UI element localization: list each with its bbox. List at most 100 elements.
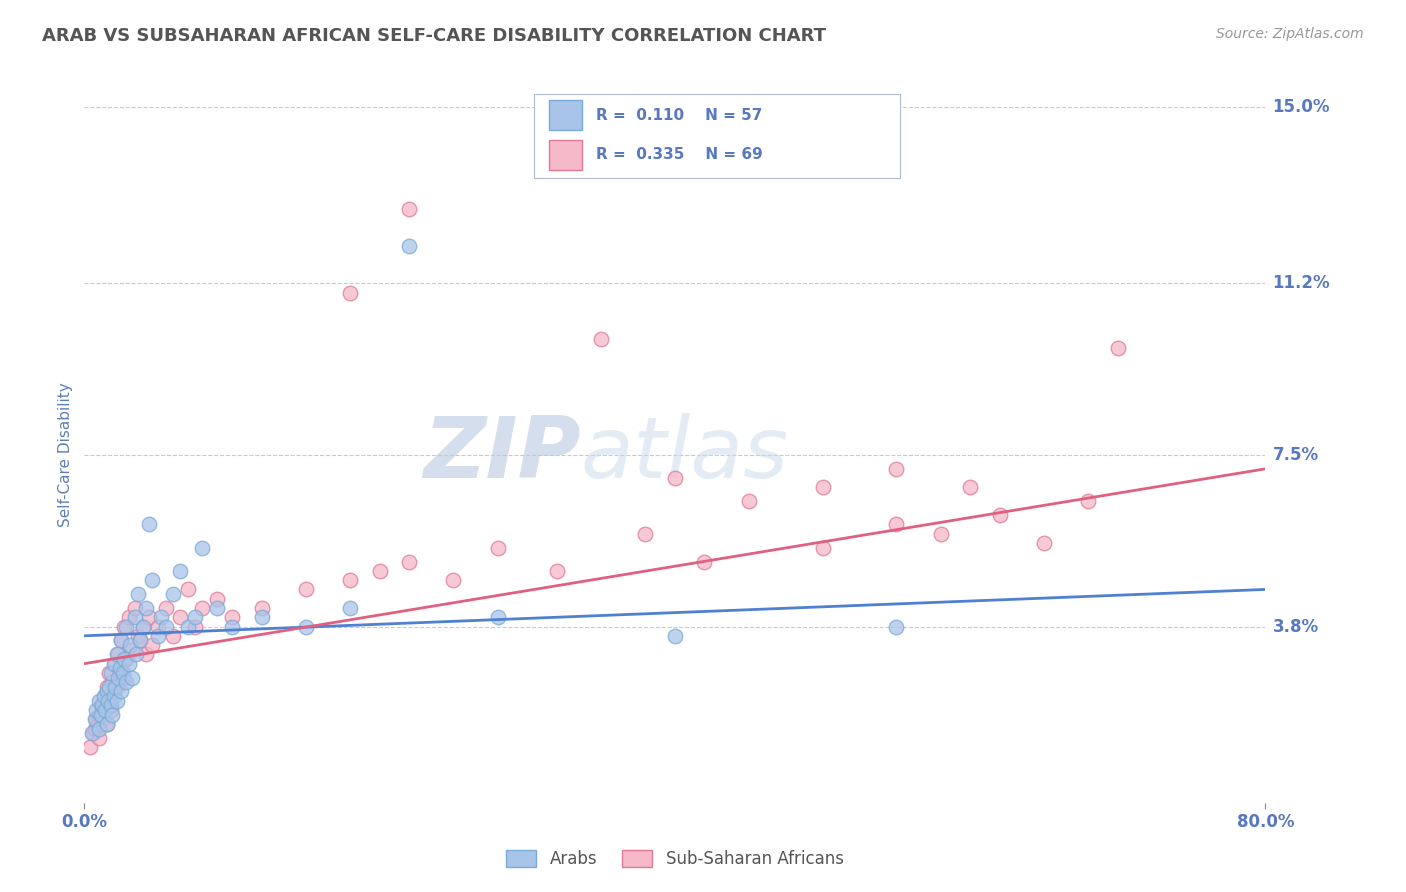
Point — [811, 541, 834, 555]
Point — [90, 698, 112, 713]
Point — [118, 657, 141, 671]
Point — [108, 661, 131, 675]
Text: 15.0%: 15.0% — [1272, 98, 1330, 116]
Point — [87, 707, 111, 722]
Point — [107, 671, 129, 685]
Point — [169, 610, 191, 624]
Point — [221, 619, 243, 633]
Point — [664, 471, 686, 485]
Point — [105, 694, 128, 708]
Point — [738, 494, 761, 508]
Point — [339, 601, 361, 615]
Point — [121, 642, 143, 657]
Point — [368, 564, 391, 578]
Point — [125, 648, 148, 662]
Point — [138, 610, 160, 624]
Point — [205, 601, 228, 615]
Point — [110, 633, 132, 648]
Point — [177, 582, 200, 597]
Point — [811, 480, 834, 494]
Text: R =  0.110    N = 57: R = 0.110 N = 57 — [596, 108, 763, 123]
Point — [103, 684, 125, 698]
Point — [98, 680, 121, 694]
Point — [886, 517, 908, 532]
Point — [886, 462, 908, 476]
Point — [94, 689, 117, 703]
Point — [83, 712, 105, 726]
Point — [80, 726, 103, 740]
Point — [184, 619, 207, 633]
Point — [295, 619, 318, 633]
Point — [398, 202, 420, 216]
Point — [155, 619, 177, 633]
Text: 3.8%: 3.8% — [1272, 617, 1319, 635]
Point — [155, 601, 177, 615]
Point — [591, 332, 613, 346]
Text: R =  0.335    N = 69: R = 0.335 N = 69 — [596, 147, 763, 162]
Point — [127, 629, 149, 643]
Point — [886, 619, 908, 633]
Point — [169, 564, 191, 578]
Point — [250, 601, 273, 615]
Text: ARAB VS SUBSAHARAN AFRICAN SELF-CARE DISABILITY CORRELATION CHART: ARAB VS SUBSAHARAN AFRICAN SELF-CARE DIS… — [42, 27, 827, 45]
Point — [141, 638, 163, 652]
Point — [93, 703, 115, 717]
Point — [100, 665, 122, 680]
Point — [221, 610, 243, 624]
Point — [98, 665, 121, 680]
Point — [929, 526, 952, 541]
Point — [398, 239, 420, 253]
Point — [162, 629, 184, 643]
Point — [91, 712, 114, 726]
Point — [1107, 341, 1129, 355]
Point — [250, 610, 273, 624]
Point — [988, 508, 1011, 523]
Point — [91, 698, 114, 713]
Point — [693, 555, 716, 569]
Text: Source: ZipAtlas.com: Source: ZipAtlas.com — [1216, 27, 1364, 41]
Bar — [548, 101, 582, 130]
Legend: Arabs, Sub-Saharan Africans: Arabs, Sub-Saharan Africans — [499, 843, 851, 874]
Bar — [548, 140, 582, 169]
Point — [148, 619, 170, 633]
Point — [959, 480, 981, 494]
Text: ZIP: ZIP — [423, 413, 581, 497]
Point — [79, 740, 101, 755]
Point — [114, 675, 136, 690]
Point — [105, 680, 128, 694]
Point — [191, 601, 214, 615]
Point — [87, 694, 111, 708]
Point — [86, 717, 108, 731]
Point — [124, 610, 146, 624]
Point — [111, 665, 134, 680]
Point — [104, 657, 127, 671]
Point — [96, 717, 118, 731]
Point — [120, 638, 142, 652]
Y-axis label: Self-Care Disability: Self-Care Disability — [58, 383, 73, 527]
Point — [1032, 536, 1054, 550]
Point — [96, 680, 118, 694]
Point — [97, 694, 120, 708]
Point — [162, 587, 184, 601]
Point — [111, 671, 134, 685]
Point — [96, 684, 118, 698]
Point — [148, 629, 170, 643]
Point — [121, 671, 143, 685]
Point — [105, 648, 128, 662]
Point — [177, 619, 200, 633]
Point — [114, 619, 136, 633]
Point — [664, 629, 686, 643]
Point — [295, 582, 318, 597]
Point — [634, 526, 657, 541]
Point — [84, 712, 107, 726]
Point — [135, 648, 157, 662]
Point — [94, 703, 117, 717]
Point — [84, 703, 107, 717]
Text: atlas: atlas — [581, 413, 789, 497]
Point — [138, 517, 160, 532]
Point — [339, 285, 361, 300]
Point — [127, 587, 149, 601]
Point — [441, 573, 464, 587]
Point — [129, 633, 152, 648]
Point — [110, 684, 132, 698]
